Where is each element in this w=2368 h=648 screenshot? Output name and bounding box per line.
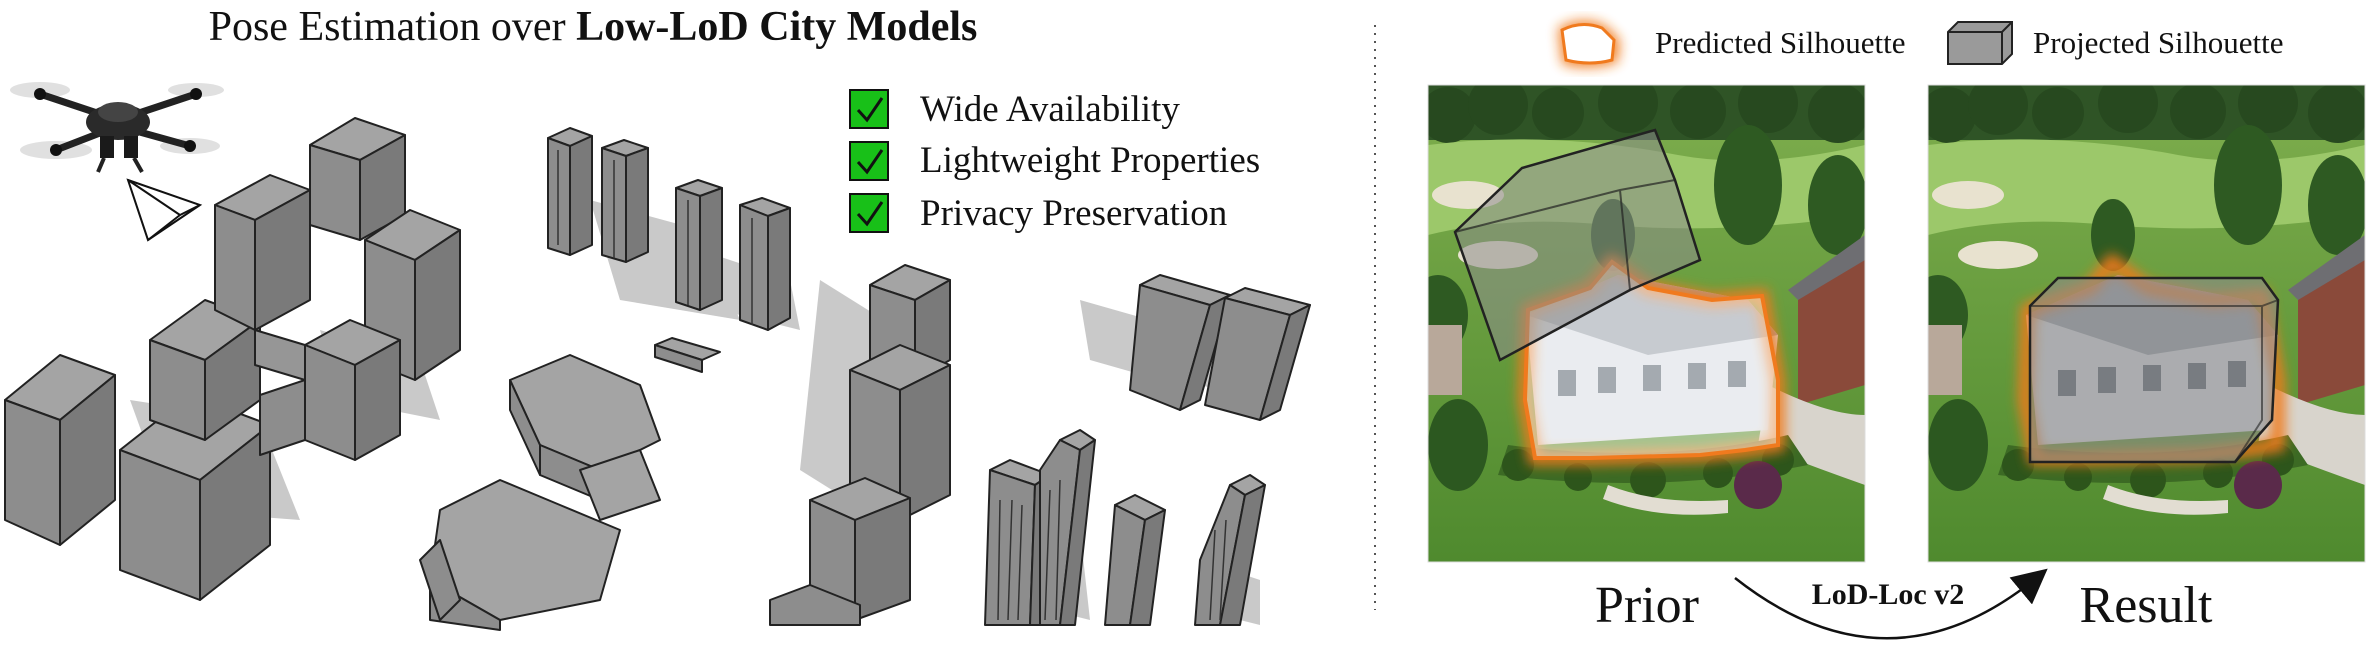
title-emphasis: Low-LoD City Models [576, 4, 977, 50]
prior-label: Prior [1595, 577, 1699, 634]
building-slabs-right [1129, 274, 1311, 421]
prior-image-panel [1427, 84, 1866, 563]
legend-label-projected: Projected Silhouette [2033, 25, 2284, 60]
check-item-lightweight-properties: Lightweight Properties [849, 140, 1260, 181]
legend-item-projected: Projected Silhouette [1947, 21, 2284, 65]
predicted-silhouette-icon [1560, 23, 1616, 65]
small-block [654, 337, 721, 373]
camera-frustum-icon [126, 178, 203, 242]
city-model [4, 117, 1311, 631]
checkbox-checked-icon [849, 89, 889, 129]
checkbox-checked-icon [849, 193, 889, 233]
tower-group-2 [984, 429, 1266, 626]
legend-item-predicted: Predicted Silhouette [1558, 20, 1906, 68]
result-image-panel [1927, 84, 2366, 563]
checkbox-checked-icon [849, 141, 889, 181]
title-prefix: Pose Estimation over [209, 4, 576, 50]
check-label: Wide Availability [920, 89, 1180, 130]
drone-icon [10, 82, 224, 173]
legend: Predicted Silhouette Projected Silhouett… [1558, 20, 2284, 68]
check-label: Privacy Preservation [920, 193, 1227, 234]
result-label: Result [2080, 577, 2213, 634]
check-item-wide-availability: Wide Availability [849, 89, 1180, 130]
building-complex-center [419, 354, 661, 631]
building-tower-center [769, 264, 951, 626]
check-item-privacy-preservation: Privacy Preservation [849, 193, 1227, 234]
building-block-g [304, 319, 401, 461]
projected-silhouette-result [2028, 276, 2280, 464]
method-label: LoD-Loc v2 [1812, 578, 1965, 611]
method-arrow [1734, 568, 2048, 640]
building-block-d [214, 174, 311, 331]
building-block-e [309, 117, 406, 241]
check-label: Lightweight Properties [920, 140, 1260, 181]
building-block-a [4, 354, 116, 546]
feature-checklist: Wide Availability Lightweight Properties… [849, 89, 1260, 234]
legend-label-predicted: Predicted Silhouette [1655, 25, 1906, 60]
figure-title: Pose Estimation over Low-LoD City Models [209, 4, 978, 50]
